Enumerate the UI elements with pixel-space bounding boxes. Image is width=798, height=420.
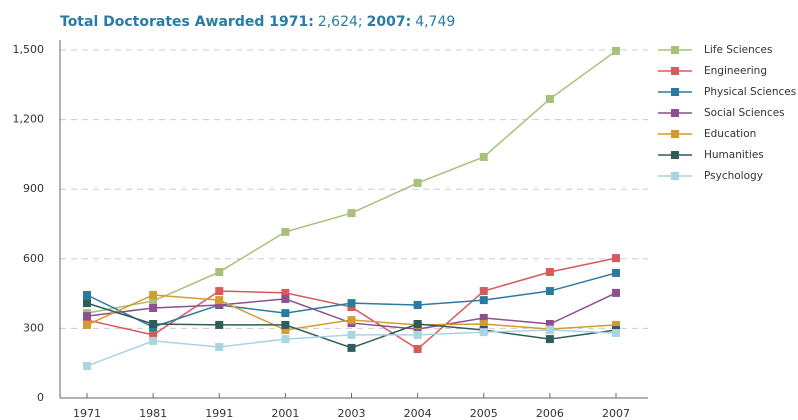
point [479,287,488,296]
series-line [86,50,617,314]
point [479,152,488,161]
point [612,288,620,297]
point [545,287,554,296]
point [612,46,620,55]
point [479,319,488,328]
x-tick-label: 2007 [602,407,630,420]
x-tick-label: 2005 [470,407,498,420]
point [347,299,356,308]
x-tick-label: 2006 [536,407,564,420]
point [281,288,290,297]
point [413,325,422,334]
title-part: Total Doctorates Awarded 1971: [60,14,314,30]
point [479,328,488,337]
x-tick-label: 2001 [271,407,299,420]
point [215,320,224,329]
point [545,268,554,277]
point [479,313,488,322]
point [83,361,91,370]
point [347,209,356,218]
legend-label: Psychology [704,170,763,182]
title-part: 2,624; [318,14,363,30]
point [612,320,620,329]
y-tick-label: 900 [23,182,44,195]
point [612,268,620,277]
legend-label: Physical Sciences [704,86,796,98]
y-tick-label: 600 [23,252,44,265]
point [83,299,91,308]
point [215,268,224,277]
point [149,297,158,306]
point [281,227,290,236]
point [545,319,554,328]
legend-label: Engineering [704,65,767,77]
y-tick-label: 1,500 [13,43,45,56]
point [545,335,554,344]
point [149,290,158,299]
point [215,296,224,305]
legend-label: Education [704,128,756,140]
point [281,326,290,335]
point [281,309,290,318]
legend: Life Sciences Engineering Physical Science… [658,44,796,182]
title-part: 4,749 [415,14,455,30]
point [281,294,290,303]
legend-marker [671,130,679,138]
point [215,300,224,309]
legend-marker [671,109,679,117]
point [149,303,158,312]
point [83,312,91,321]
point [149,319,158,328]
point [149,336,158,345]
y-tick-label: 300 [23,321,44,334]
point [149,330,158,339]
point [413,345,422,354]
y-tick-label: 1,200 [13,113,45,126]
point [413,319,422,328]
point [215,287,224,296]
legend-marker [671,46,679,54]
x-tick-label: 1991 [205,407,233,420]
y-tick-label: 0 [37,391,44,404]
title-part: 2007: [367,14,412,30]
legend-marker [671,172,679,180]
point [545,94,554,103]
point [413,178,422,187]
chart-title: Total Doctorates Awarded 1971: 2,624; 2007… [60,14,455,30]
point [215,342,224,351]
legend-marker [671,88,679,96]
point [545,326,554,335]
point [413,300,422,309]
point [347,316,356,325]
point [83,320,91,329]
point [612,329,620,338]
point [347,330,356,339]
x-tick-label: 2003 [338,407,366,420]
point [479,296,488,305]
legend-label: Humanities [704,149,764,161]
legend-label: Life Sciences [704,44,772,56]
point [281,320,290,329]
x-tick-label: 1981 [139,407,167,420]
legend-label: Social Sciences [704,107,785,119]
point [413,330,422,339]
x-tick-label: 1971 [73,407,101,420]
point [281,335,290,344]
point [83,290,91,299]
point [612,254,620,263]
legend-marker [671,151,679,159]
point [347,343,356,352]
x-tick-label: 2004 [404,407,432,420]
legend-marker [671,67,679,75]
